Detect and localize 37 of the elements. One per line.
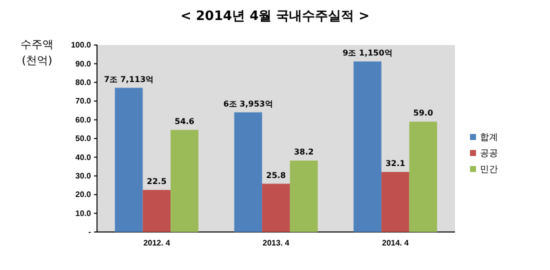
y-tick-label: 90.0 <box>75 59 92 68</box>
bar <box>262 184 290 232</box>
annotation: 7조 7,113억 <box>104 74 154 84</box>
y-tick-label: 70.0 <box>75 96 92 106</box>
bar <box>409 122 438 232</box>
y-tick-label: 100.0 <box>70 40 92 50</box>
data-label: 38.2 <box>294 148 314 157</box>
x-tick-label: 2013. 4 <box>262 238 290 248</box>
bar <box>114 88 143 232</box>
legend-label: 공공 <box>480 149 498 159</box>
bar <box>170 130 198 232</box>
y-tick-label: 80.0 <box>75 78 92 87</box>
annotation: 9조 1,150억 <box>342 48 392 58</box>
y-tick-label: 50.0 <box>75 134 92 144</box>
data-label: 22.5 <box>146 176 167 186</box>
y-tick-label: 20.0 <box>75 190 92 200</box>
y-tick-label: 60.0 <box>75 115 92 124</box>
bar <box>142 190 171 232</box>
bar <box>290 160 318 232</box>
annotation: 6조 3,953억 <box>223 99 273 108</box>
bar <box>234 112 262 232</box>
x-tick-label: 2014. 4 <box>382 238 410 248</box>
data-label: 25.8 <box>266 170 286 180</box>
y-axis-title: 수주액 (천억) <box>20 38 54 67</box>
y-tick-label: 10.0 <box>75 208 92 218</box>
y-tick-label: - <box>88 228 92 237</box>
data-label: 54.6 <box>174 116 195 126</box>
bar <box>354 61 382 232</box>
x-tick-label: 2012. 4 <box>143 238 171 248</box>
chart-title: < 2014년 4월 국내수주실적 > <box>180 9 370 24</box>
data-label: 32.1 <box>385 158 406 168</box>
y-tick-label: 30.0 <box>75 171 92 180</box>
bar <box>381 172 410 232</box>
legend-label: 민간 <box>480 165 498 175</box>
data-label: 59.0 <box>413 108 434 118</box>
y-tick-label: 40.0 <box>75 152 92 162</box>
legend-label: 합계 <box>480 133 498 143</box>
